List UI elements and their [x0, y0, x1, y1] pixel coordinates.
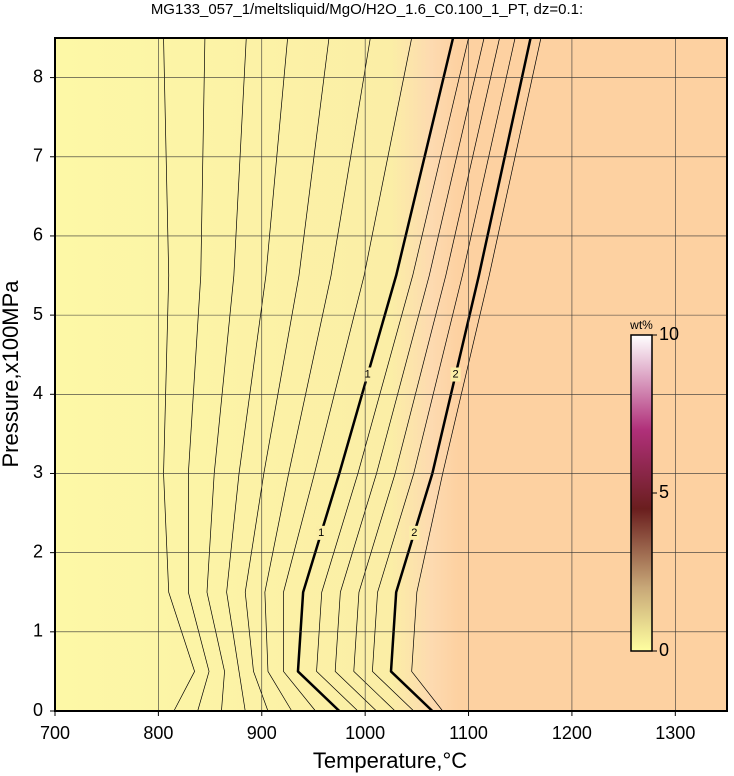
x-tick-label: 1100 — [449, 723, 488, 743]
y-tick-label: 5 — [33, 304, 43, 324]
y-tick-label: 4 — [33, 383, 43, 403]
colorbar-label: wt% — [629, 318, 653, 332]
chart-title: MG133_057_1/meltsliquid/MgO/H2O_1.6_C0.1… — [151, 1, 583, 18]
x-axis-label: Temperature,°C — [313, 748, 467, 773]
y-tick-label: 3 — [33, 462, 43, 482]
contour-label: 1 — [318, 527, 324, 539]
contour-label-bg — [362, 367, 373, 382]
y-tick-label: 0 — [33, 700, 43, 720]
x-tick-label: 1000 — [345, 723, 385, 743]
contour-label-bg — [409, 525, 420, 540]
x-tick-label: 1200 — [552, 723, 592, 743]
x-tick-label: 1300 — [655, 723, 695, 743]
colorbar-tick-label: 10 — [659, 324, 679, 344]
colorbar-tick-label: 5 — [659, 482, 669, 502]
contour-label-bg — [316, 525, 327, 540]
y-tick-label: 6 — [33, 225, 43, 245]
y-tick-label: 7 — [33, 146, 43, 166]
y-tick-label: 1 — [33, 621, 43, 641]
x-tick-label: 900 — [247, 723, 277, 743]
contour-label: 2 — [411, 527, 417, 539]
plot-frame — [54, 37, 728, 712]
contour-label: 1 — [365, 368, 371, 380]
contour-label: 2 — [453, 368, 459, 380]
colorbar-tick-label: 0 — [659, 640, 669, 660]
y-tick-label: 8 — [33, 66, 43, 86]
contour-label-bg — [450, 367, 461, 382]
y-axis-label: Pressure,x100MPa — [0, 280, 23, 468]
colorbar — [630, 334, 653, 652]
y-tick-label: 2 — [33, 541, 43, 561]
x-tick-label: 700 — [40, 723, 70, 743]
plot-background — [55, 38, 727, 711]
x-tick-label: 800 — [143, 723, 173, 743]
